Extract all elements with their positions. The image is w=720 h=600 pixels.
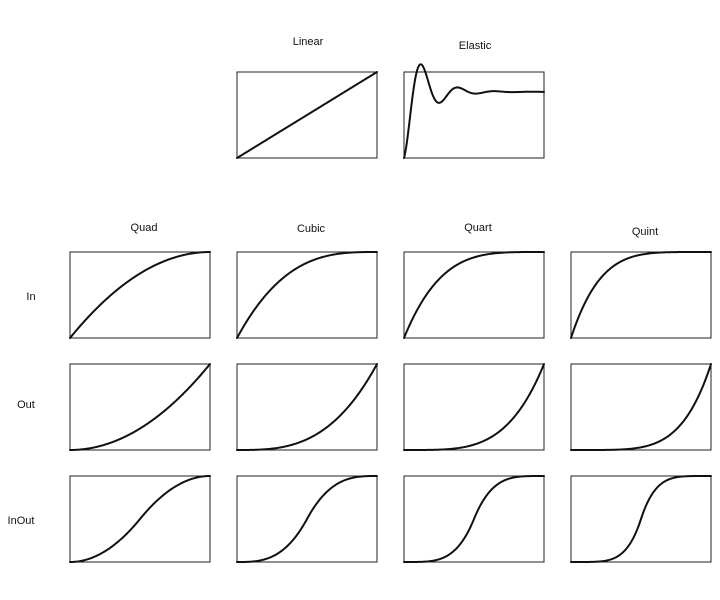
row-label-inout: InOut [8,515,35,527]
column-label-quart: Quart [464,222,492,234]
quint-in-panel-frame [571,252,711,338]
column-label-quad: Quad [131,222,158,234]
cubic-out-panel-frame [237,364,377,450]
cubic-in-panel-frame [237,252,377,338]
elastic-panel-frame [404,72,544,158]
quart-out-panel-frame [404,364,544,450]
row-label-out: Out [17,399,35,411]
quad-in-panel-frame [70,252,210,338]
linear-title: Linear [293,36,324,48]
elastic-title: Elastic [459,40,492,52]
quad-out-panel-frame [70,364,210,450]
quint-out-panel-frame [571,364,711,450]
panels [70,64,711,562]
column-label-cubic: Cubic [297,223,326,235]
row-label-in: In [26,291,35,303]
column-label-quint: Quint [632,226,658,238]
quart-in-panel-frame [404,252,544,338]
